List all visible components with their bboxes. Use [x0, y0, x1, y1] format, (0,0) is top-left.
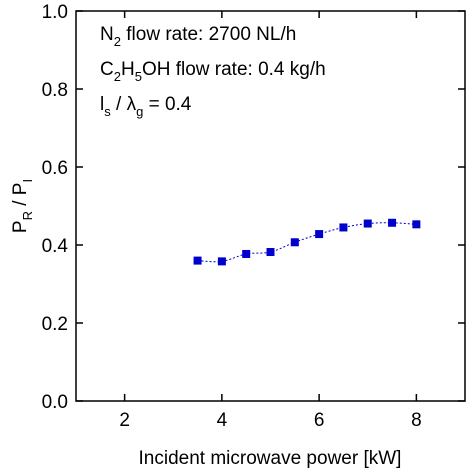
data-point — [339, 223, 348, 232]
y-tick-label: 0.2 — [42, 314, 68, 335]
y-axis-label: PR / PI — [10, 179, 35, 233]
x-tick-label: 2 — [119, 410, 130, 431]
y-tick-label: 0.6 — [42, 158, 68, 179]
plot-frame — [75, 10, 466, 402]
x-tick-label: 4 — [217, 410, 228, 431]
y-tick-label: 0.0 — [42, 392, 68, 413]
y-tick-label: 0.4 — [42, 236, 69, 257]
series-line — [197, 222, 417, 263]
data-point — [412, 220, 421, 229]
x-axis-label: Incident microwave power [kW] — [139, 448, 402, 469]
data-point — [363, 219, 372, 228]
annotation-n2-flow: N2 flow rate: 2700 NL/h — [100, 24, 296, 49]
x-tick-label: 6 — [314, 410, 325, 431]
series-group — [193, 218, 421, 266]
x-tick-label: 8 — [411, 410, 422, 431]
data-point — [193, 256, 202, 265]
y-tick-label: 1.0 — [42, 2, 68, 23]
annotation-ethanol-flow: C2H5OH flow rate: 0.4 kg/h — [100, 59, 326, 84]
data-point — [242, 249, 251, 258]
y-tick-label: 0.8 — [42, 80, 68, 101]
ticks-group: 2 4 6 8 0.0 0.2 0.4 0.6 0.8 1.0 — [42, 2, 465, 431]
data-point — [217, 257, 226, 266]
data-point — [315, 230, 324, 239]
annotation-ratio: ls / λg = 0.4 — [100, 94, 192, 119]
data-point — [388, 218, 397, 227]
data-point — [290, 238, 299, 247]
data-point — [266, 248, 275, 257]
